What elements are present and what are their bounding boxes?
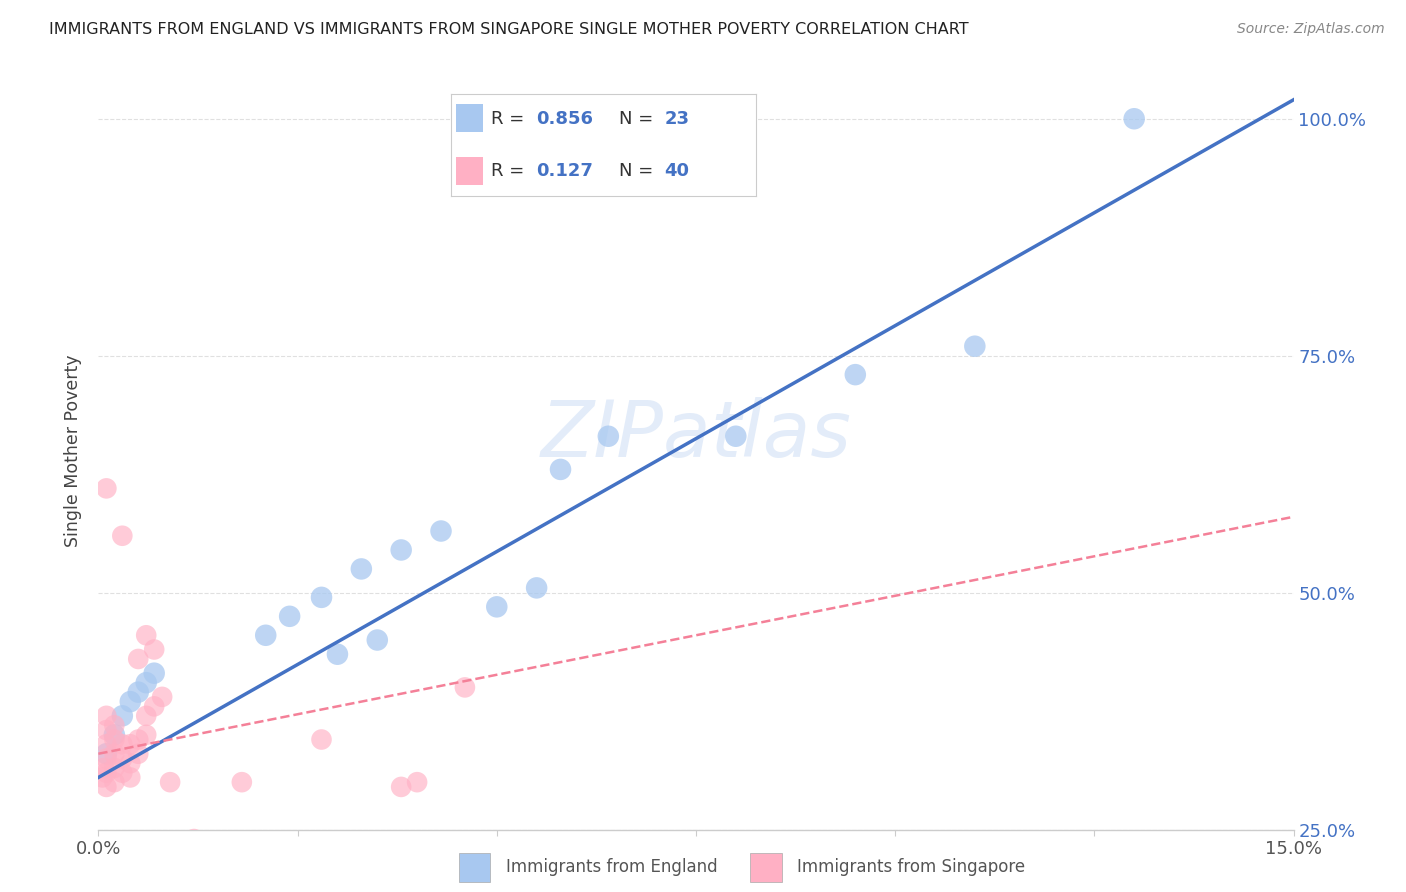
Point bbox=[389, 543, 412, 558]
Point bbox=[135, 675, 157, 690]
Point bbox=[135, 708, 157, 723]
Point bbox=[278, 609, 301, 624]
Point bbox=[127, 732, 149, 747]
Point bbox=[143, 699, 166, 714]
Point bbox=[103, 775, 125, 789]
Point bbox=[96, 747, 118, 761]
Point bbox=[111, 708, 134, 723]
Point bbox=[127, 685, 149, 699]
Point bbox=[526, 581, 548, 595]
Point bbox=[127, 652, 149, 666]
Text: IMMIGRANTS FROM ENGLAND VS IMMIGRANTS FROM SINGAPORE SINGLE MOTHER POVERTY CORRE: IMMIGRANTS FROM ENGLAND VS IMMIGRANTS FR… bbox=[49, 22, 969, 37]
Point bbox=[103, 728, 125, 742]
Point bbox=[120, 756, 142, 771]
Text: Immigrants from Singapore: Immigrants from Singapore bbox=[797, 858, 1025, 877]
Point bbox=[96, 708, 118, 723]
Point bbox=[96, 737, 118, 751]
Point bbox=[366, 633, 388, 648]
Point bbox=[120, 771, 142, 785]
Point bbox=[389, 780, 412, 794]
Point bbox=[143, 642, 166, 657]
FancyBboxPatch shape bbox=[458, 854, 491, 881]
Point bbox=[159, 775, 181, 789]
Point bbox=[96, 482, 118, 496]
Point bbox=[96, 723, 118, 737]
Point bbox=[150, 690, 173, 704]
Point bbox=[326, 841, 349, 855]
Point bbox=[111, 751, 134, 765]
Point bbox=[103, 747, 125, 761]
Text: ZIPatlas: ZIPatlas bbox=[540, 397, 852, 474]
Point bbox=[598, 429, 620, 443]
Point bbox=[430, 524, 453, 538]
Point bbox=[231, 775, 253, 789]
Point bbox=[254, 628, 277, 642]
Point bbox=[96, 780, 118, 794]
Point bbox=[96, 765, 118, 780]
Point bbox=[311, 732, 333, 747]
Y-axis label: Single Mother Poverty: Single Mother Poverty bbox=[65, 354, 83, 547]
Point bbox=[103, 732, 125, 747]
Point bbox=[406, 775, 429, 789]
Point bbox=[311, 591, 333, 605]
Point bbox=[963, 339, 986, 353]
Point bbox=[135, 628, 157, 642]
Point bbox=[454, 681, 477, 695]
Point bbox=[485, 599, 508, 614]
Point bbox=[103, 718, 125, 732]
Point bbox=[1123, 112, 1146, 126]
Point bbox=[96, 751, 118, 765]
Point bbox=[93, 761, 115, 775]
Point bbox=[724, 429, 747, 443]
FancyBboxPatch shape bbox=[751, 854, 782, 881]
Point bbox=[111, 765, 134, 780]
Point bbox=[111, 529, 134, 543]
Point bbox=[135, 728, 157, 742]
Point bbox=[91, 771, 114, 785]
Text: Source: ZipAtlas.com: Source: ZipAtlas.com bbox=[1237, 22, 1385, 37]
Point bbox=[844, 368, 866, 382]
Point bbox=[103, 761, 125, 775]
Point bbox=[120, 737, 142, 751]
Point bbox=[183, 832, 205, 847]
Point bbox=[198, 851, 221, 865]
Point bbox=[550, 462, 572, 476]
Point bbox=[350, 562, 373, 576]
Point bbox=[246, 851, 269, 865]
Point bbox=[111, 737, 134, 751]
Point bbox=[127, 747, 149, 761]
Point bbox=[120, 695, 142, 709]
Point bbox=[143, 666, 166, 681]
Point bbox=[326, 647, 349, 661]
Text: Immigrants from England: Immigrants from England bbox=[506, 858, 718, 877]
